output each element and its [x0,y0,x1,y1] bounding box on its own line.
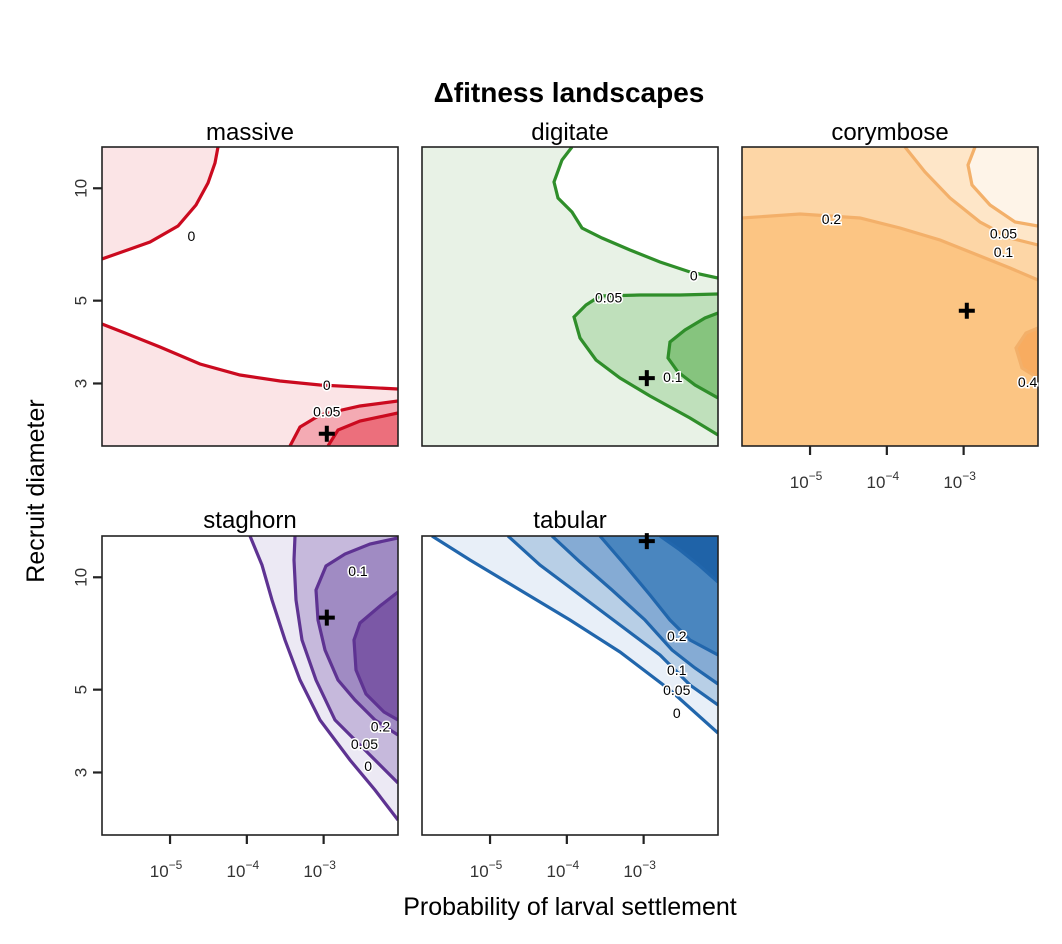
x-tick-label: 10−5 [790,469,823,492]
panel-staghorn: staghorn 3 5 10 10−5 10−4 10−3 0.1 0.20.05 0 [71,507,399,881]
contour-label: 0.1 [348,563,368,579]
contour-line-0.4 [1014,326,1038,380]
region-above-0.4 [660,536,718,582]
contour-label: 0.05 [313,404,340,420]
optimum-marker [318,609,335,626]
region-above-0.05 [574,294,718,435]
contour-line-0.4 [659,536,718,584]
contour-line-high [326,411,398,446]
contour-line-0.05 [288,399,398,446]
y-tick-label: 10 [71,179,90,198]
contour-line-0.05 [292,536,398,785]
contour-line-0.05 [572,292,718,437]
contour-line-0-lower [102,322,398,391]
y-tick-label: 10 [71,568,90,587]
contour-label: 0 [364,758,372,774]
panel-corymbose: corymbose 10−5 10−4 10−3 0.2 0.05 0.1 0.4 [741,119,1039,492]
panel-digitate: digitate 0 0.05 0.1 [421,119,719,447]
y-tick-label: 3 [71,768,90,777]
region-above-zero [422,147,718,278]
x-tick-label: 10−4 [867,469,900,492]
contour-line-0 [248,536,398,821]
panel-frame [741,146,1039,447]
x-tick-label: 10−5 [150,858,183,881]
contour-label: 0.1 [994,244,1014,260]
optimum-marker [958,302,975,319]
contour-line-0.1 [314,536,398,737]
panel-title: corymbose [831,119,948,146]
panel-frame [421,535,719,836]
panel-title: massive [206,119,294,146]
contour-line-0.05 [966,147,1038,228]
panel-massive: massive 3 5 10 0 0 0.05 [71,119,399,447]
y-tick-label: 3 [71,379,90,388]
contour-line-0.1 [903,147,1038,247]
contour-line-0-upper [102,147,220,261]
contour-label: 0.05 [351,736,378,752]
y-tick-label: 5 [71,685,90,694]
contour-label: 0.1 [663,369,683,385]
contour-line-0 [431,536,718,735]
contour-label: 0 [188,228,196,244]
y-tick-label: 5 [71,296,90,305]
x-tick-label: 10−3 [943,469,976,492]
contour-label: 0.2 [371,719,391,735]
y-axis-label: Recruit diameter [22,399,50,582]
region-above-0.05 [968,147,1038,226]
region-above-0.2 [600,536,718,655]
contour-label: 0.05 [663,682,690,698]
x-tick-label: 10−4 [227,858,260,881]
x-tick-label: 10−4 [547,858,580,881]
optimum-marker [318,425,335,442]
panel-frame [421,146,719,447]
contour-label: 0.2 [822,211,842,227]
x-tick-label: 10−3 [623,858,656,881]
contour-label: 0 [673,705,681,721]
contour-label: 0 [690,267,698,283]
contour-label: 0.05 [595,290,622,306]
panel-title: digitate [531,119,608,146]
contour-line-0.2 [352,590,398,722]
contour-line-0.1 [550,536,718,686]
optimum-marker [638,533,655,550]
panel-title: tabular [533,507,606,534]
optimum-marker [638,370,655,387]
panel-frame [101,146,399,447]
panel-title: staghorn [203,507,296,534]
x-axis-label: Probability of larval settlement [403,893,737,921]
region-highest [328,413,398,446]
contour-line-0.2 [598,536,718,657]
contour-line-0 [552,147,718,280]
x-tick-label: 10−5 [470,858,503,881]
contour-label: 0.2 [667,628,687,644]
panel-frame [101,535,399,836]
contour-line-0.2 [742,212,1038,282]
contour-label: 0.05 [990,226,1017,242]
contour-line-0.05 [506,536,718,707]
contour-label: 0.1 [667,662,687,678]
contour-label: 0 [323,377,331,393]
region-above-zero [102,147,398,389]
x-tick-label: 10−3 [303,858,336,881]
contour-line-0.1 [666,311,718,400]
chart-title: Δfitness landscapes [434,77,705,108]
panel-tabular: tabular 10−5 10−4 10−3 0.2 0.1 0.05 0 [421,507,719,881]
contour-label: 0.4 [1018,374,1038,390]
